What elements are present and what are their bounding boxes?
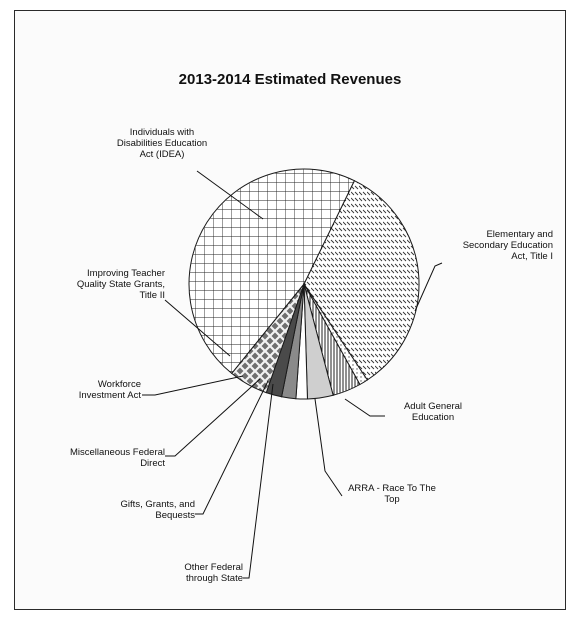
label-title-two: Improving Teacher Quality State Grants, … — [76, 268, 165, 301]
chart-frame: 2013-2014 Estimated Revenues — [14, 10, 566, 610]
leader-line-4 — [165, 378, 261, 457]
leader-line-2 — [164, 299, 231, 357]
label-misc-federal: Miscellaneous Federal Direct — [69, 447, 165, 469]
label-other-federal: Other Federal through State — [184, 562, 243, 584]
label-gifts: Gifts, Grants, and Bequests — [120, 499, 195, 521]
leader-line-3 — [142, 375, 244, 396]
leader-line-0 — [196, 170, 264, 220]
leader-line-5 — [195, 380, 269, 515]
pie-slice-0 — [303, 179, 420, 381]
leader-line-8 — [344, 398, 385, 417]
pie-chart — [142, 168, 443, 579]
leader-line-7 — [314, 398, 343, 497]
label-idea: Individuals with Disabilities Education … — [116, 127, 208, 160]
label-arra: ARRA - Race To The Top — [348, 483, 436, 505]
pie-slice-8 — [188, 168, 356, 375]
chart-title: 2013-2014 Estimated Revenues — [178, 71, 402, 88]
label-adult-education: Adult General Education — [403, 401, 463, 423]
label-wia: Workforce Investment Act — [78, 379, 141, 401]
leader-line-1 — [414, 262, 443, 312]
label-title-one: Elementary and Secondary Education Act, … — [462, 229, 553, 262]
leader-line-6 — [243, 383, 274, 579]
